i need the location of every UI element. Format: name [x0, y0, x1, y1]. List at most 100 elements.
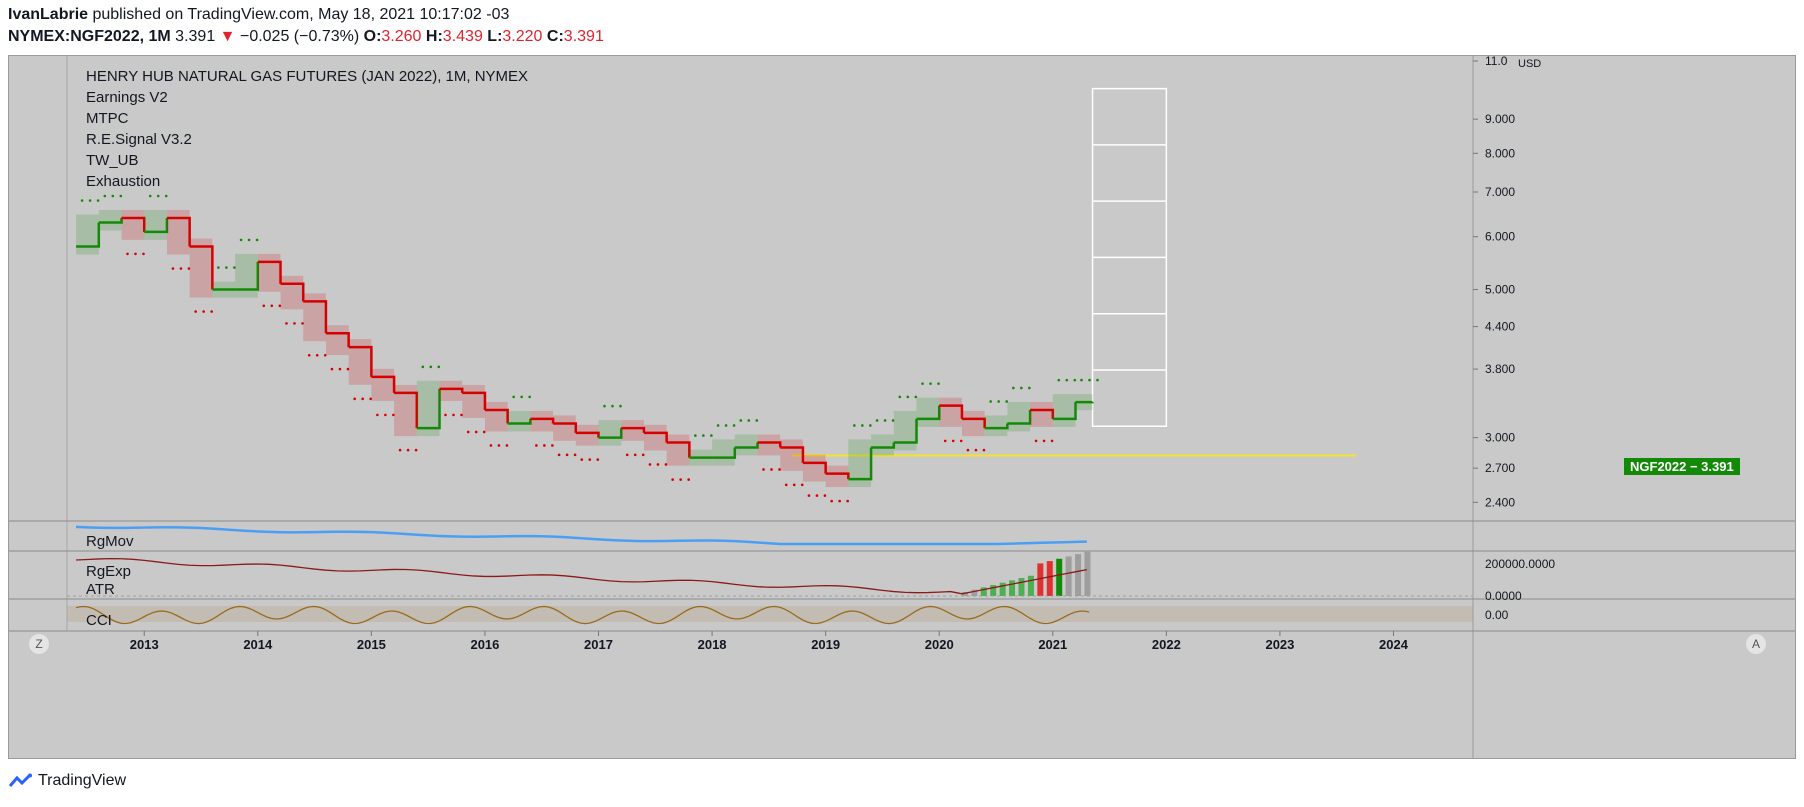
- exhaustion-dot: [187, 267, 191, 270]
- signal-box: [802, 454, 826, 482]
- signal-box: [257, 253, 281, 292]
- last-price: 3.391: [175, 28, 216, 45]
- x-tick-label: 2021: [1038, 637, 1067, 652]
- exhaustion-dot: [1096, 378, 1099, 382]
- signal-box: [780, 439, 803, 471]
- signal-box: [712, 439, 735, 466]
- exhaustion-dot: [278, 304, 282, 308]
- signal-box: [439, 380, 463, 401]
- exhaustion-dot: [535, 444, 538, 447]
- price-step: [575, 431, 600, 438]
- signal-box: [961, 410, 985, 437]
- cci-line: [75, 605, 1090, 625]
- exhaustion-dot: [217, 266, 220, 269]
- rgexp-bar: [961, 592, 968, 596]
- rgexp-bar: [1027, 575, 1034, 596]
- exhaustion-dot: [179, 267, 183, 270]
- exhaustion-dot: [1028, 386, 1031, 390]
- signal-box: [553, 415, 576, 441]
- rgexp-bar: [1056, 558, 1063, 596]
- chart-frame[interactable]: 2.400 2.700 3.000 3.800 4.400 5.000 6.000 7.000…: [8, 55, 1796, 759]
- exhaustion-dot: [883, 419, 887, 422]
- exhaustion-dot: [755, 419, 759, 422]
- signal-box: [76, 214, 99, 255]
- exhaustion-dot: [346, 367, 350, 371]
- exhaustion-dot: [1073, 378, 1077, 382]
- signal-box: [416, 380, 440, 437]
- indicator-tw-ub[interactable]: TW_UB: [86, 152, 139, 169]
- price-step: [712, 447, 737, 459]
- exhaustion-dot: [869, 424, 872, 427]
- exhaustion-dot: [421, 365, 425, 369]
- exhaustion-dot: [444, 413, 447, 417]
- indicator-earnings[interactable]: Earnings V2: [86, 89, 168, 106]
- signal-box: [643, 424, 667, 451]
- indicator-exhaustion[interactable]: Exhaustion: [86, 173, 161, 190]
- exhaustion-dot: [861, 424, 864, 427]
- rgexp-bar: [1046, 561, 1053, 596]
- exhaustion-dot: [482, 430, 486, 434]
- exhaustion-dot: [1080, 378, 1083, 382]
- exhaustion-dot: [96, 199, 100, 202]
- exhaustion-dot: [943, 439, 947, 443]
- exhaustion-dot: [724, 424, 728, 427]
- exhaustion-dot: [315, 353, 319, 357]
- exhaustion-dot: [361, 397, 364, 401]
- symbol-label: NYMEX:NGF2022, 1M: [8, 28, 171, 45]
- exhaustion-dot: [1005, 400, 1008, 403]
- cci-label: CCI: [86, 612, 112, 629]
- chart-legend: HENRY HUB NATURAL GAS FUTURES (JAN 2022)…: [86, 66, 528, 192]
- exhaustion-dot: [633, 453, 637, 457]
- author-name[interactable]: IvanLabrie: [8, 6, 89, 23]
- exhaustion-dot: [88, 199, 92, 202]
- chart-title: HENRY HUB NATURAL GAS FUTURES (JAN 2022)…: [86, 68, 529, 85]
- exhaustion-dot: [111, 194, 115, 198]
- auto-scale-button[interactable]: A: [1746, 634, 1766, 654]
- footer-branding[interactable]: TradingView: [8, 772, 126, 790]
- signal-box: [484, 401, 508, 432]
- signal-box: [530, 410, 554, 432]
- signal-box: [621, 420, 644, 441]
- exhaustion-dot: [520, 395, 523, 399]
- price-step: [1007, 409, 1032, 425]
- price-step: [553, 422, 578, 433]
- x-tick-label: 2013: [130, 637, 159, 652]
- exhaustion-dot: [846, 499, 849, 503]
- exhaustion-dot: [641, 453, 645, 457]
- exhaustion-dot: [543, 444, 546, 447]
- exhaustion-dot: [460, 413, 463, 417]
- low-value: 3.220: [502, 28, 543, 45]
- indicator-mtpc[interactable]: MTPC: [86, 110, 129, 127]
- exhaustion-dot: [239, 238, 243, 242]
- signal-box: [394, 384, 417, 437]
- exhaustion-dot: [414, 448, 418, 452]
- brand-name: TradingView: [38, 772, 127, 789]
- indicator-resignal[interactable]: R.E.Signal V3.2: [86, 131, 192, 148]
- timezone-button[interactable]: Z: [29, 634, 49, 654]
- exhaustion-dot: [353, 397, 356, 401]
- exhaustion-dot: [762, 468, 765, 471]
- exhaustion-dot: [792, 483, 796, 487]
- exhaustion-dot: [997, 400, 1000, 403]
- exhaustion-dot: [694, 434, 697, 437]
- exhaustion-dot: [702, 434, 705, 437]
- price-step: [484, 408, 509, 424]
- cci-band: [67, 606, 1473, 622]
- rgexp-axis-bottom: 0.0000: [1485, 589, 1522, 603]
- y-tick-label: 3.800: [1485, 362, 1515, 376]
- price-change: −0.025 (−0.73%): [239, 28, 360, 45]
- price-step: [394, 391, 419, 429]
- chart-canvas[interactable]: 2.400 2.700 3.000 3.800 4.400 5.000 6.000 7.000…: [9, 56, 1796, 759]
- tradingview-logo-icon: [8, 773, 32, 787]
- exhaustion-dot: [1088, 378, 1091, 382]
- signal-box: [98, 209, 122, 231]
- exhaustion-dot: [437, 365, 441, 369]
- rgexp-bar: [999, 582, 1006, 596]
- rgexp-label: RgExp: [86, 563, 132, 580]
- y-tick-label: 3.000: [1485, 431, 1515, 445]
- rgmov-line: [76, 525, 1087, 546]
- signal-box: [848, 439, 872, 488]
- exhaustion-dot: [171, 267, 175, 270]
- price-step: [235, 261, 260, 291]
- price-step: [507, 418, 532, 425]
